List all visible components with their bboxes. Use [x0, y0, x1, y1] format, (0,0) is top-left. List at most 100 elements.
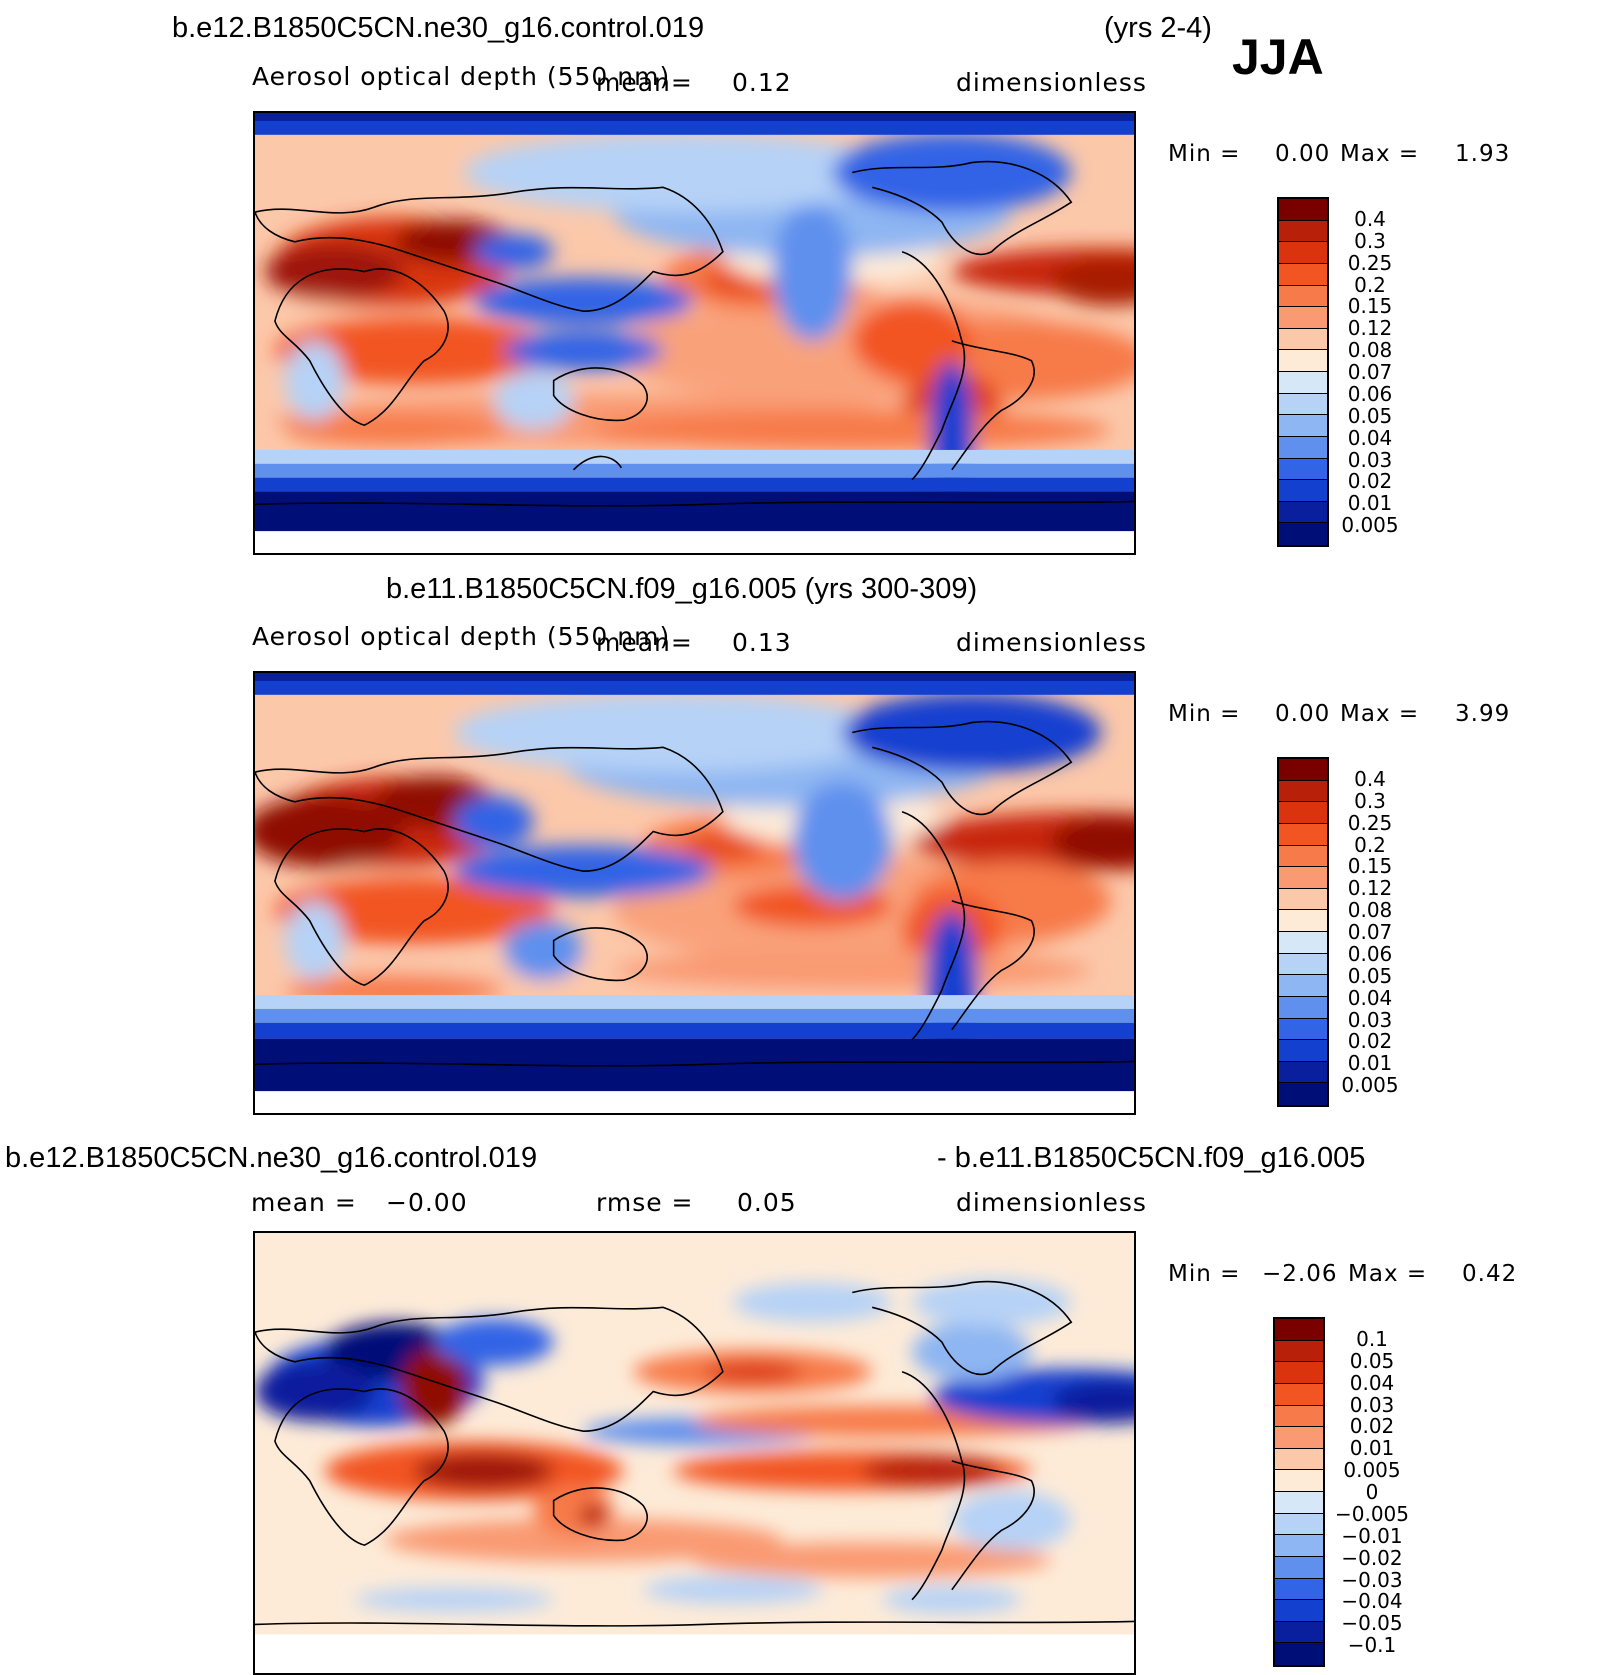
- colorbar-tick-label: 0.06: [1347, 381, 1393, 406]
- panel2-min-label: Min =: [1168, 701, 1241, 727]
- panel2-mean-label: mean=: [596, 628, 693, 657]
- colorbar-tick-label: 0.07: [1347, 360, 1393, 384]
- colorbar-swatch: [1279, 436, 1327, 459]
- colorbar-swatch: [1279, 975, 1327, 997]
- colorbar-swatch: [1275, 1492, 1323, 1514]
- colorbar-tick-label: 0.06: [1347, 941, 1393, 966]
- colorbar-swatch: [1279, 932, 1327, 954]
- colorbar-tick-label: 0: [1365, 1480, 1379, 1504]
- colorbar-swatch: [1279, 220, 1327, 243]
- panel1-min-value: 0.00: [1275, 141, 1331, 167]
- colorbar-tick-label: 0.1: [1356, 1326, 1388, 1351]
- colorbar-swatch: [1275, 1319, 1323, 1341]
- colorbar-tick-label: 0.01: [1347, 1051, 1393, 1076]
- colorbar-tick-label: 0.01: [1347, 491, 1393, 516]
- colorbar-swatch: [1275, 1535, 1323, 1557]
- colorbar-swatch: [1279, 1040, 1327, 1062]
- panel1-header: b.e12.B1850C5CN.ne30_g16.control.019: [172, 12, 705, 44]
- colorbar-swatch: [1279, 953, 1327, 976]
- colorbar-swatch: [1275, 1340, 1323, 1363]
- colorbar-swatch: [1279, 328, 1327, 351]
- colorbar-swatch: [1279, 372, 1327, 394]
- colorbar-tick-label: 0.08: [1347, 898, 1393, 923]
- panel3-colorbar: [1273, 1317, 1325, 1667]
- colorbar-swatch: [1279, 199, 1327, 221]
- panel1-years: (yrs 2-4): [1104, 12, 1212, 44]
- colorbar-tick-label: −0.04: [1341, 1589, 1403, 1614]
- panel3-rmse-value: 0.05: [737, 1188, 797, 1217]
- colorbar-swatch: [1279, 458, 1327, 481]
- panel2-header: b.e11.B1850C5CN.f09_g16.005 (yrs 300-309…: [386, 573, 978, 605]
- panel1-variable: Aerosol optical depth (550 nm): [252, 62, 671, 91]
- colorbar-tick-label: 0.02: [1347, 469, 1393, 494]
- colorbar-tick-label: 0.05: [1347, 963, 1393, 988]
- colorbar-tick-label: 0.05: [1347, 403, 1393, 428]
- colorbar-swatch: [1275, 1643, 1323, 1665]
- colorbar-swatch: [1275, 1578, 1323, 1601]
- colorbar-tick-label: 0.04: [1349, 1370, 1395, 1395]
- colorbar-swatch: [1275, 1513, 1323, 1536]
- colorbar-tick-label: 0.4: [1354, 766, 1386, 791]
- colorbar-swatch: [1279, 1061, 1327, 1084]
- colorbar-swatch: [1279, 285, 1327, 308]
- panel2-variable: Aerosol optical depth (550 nm): [252, 622, 671, 651]
- panel3-colorbar-labels: 0.1 0.05 0.04 0.03 0.02 0.01 0.005 0 −0.005 −0.01…: [1326, 1317, 1418, 1667]
- colorbar-swatch: [1279, 845, 1327, 868]
- colorbar-tick-label: 0.3: [1354, 788, 1386, 813]
- colorbar-swatch: [1275, 1427, 1323, 1449]
- colorbar-swatch: [1279, 780, 1327, 803]
- colorbar-tick-label: −0.005: [1334, 1501, 1409, 1526]
- panel1-max-label: Max =: [1340, 141, 1420, 167]
- colorbar-swatch: [1279, 910, 1327, 932]
- colorbar-swatch: [1275, 1448, 1323, 1471]
- colorbar-swatch: [1279, 759, 1327, 781]
- colorbar-tick-label: 0.03: [1349, 1392, 1395, 1417]
- colorbar-swatch: [1279, 1083, 1327, 1105]
- colorbar-tick-label: 0.01: [1349, 1436, 1395, 1461]
- panel1-mean-label: mean=: [596, 68, 693, 97]
- panel2-mean-value: 0.13: [732, 628, 792, 657]
- colorbar-swatch: [1279, 242, 1327, 264]
- season-label: JJA: [1232, 29, 1324, 85]
- colorbar-tick-label: 0.005: [1341, 513, 1399, 538]
- colorbar-swatch: [1279, 393, 1327, 416]
- panel1-map: [253, 111, 1136, 555]
- colorbar-swatch: [1279, 350, 1327, 372]
- panel3-map: [253, 1231, 1136, 1675]
- colorbar-tick-label: 0.03: [1347, 447, 1393, 472]
- colorbar-tick-label: 0.25: [1347, 250, 1393, 275]
- colorbar-swatch: [1275, 1600, 1323, 1622]
- colorbar-swatch: [1279, 996, 1327, 1019]
- colorbar-tick-label: 0.02: [1347, 1029, 1393, 1054]
- colorbar-tick-label: 0.2: [1354, 832, 1386, 857]
- colorbar-tick-label: −0.02: [1341, 1545, 1403, 1570]
- panel3-min-label: Min =: [1168, 1261, 1241, 1287]
- panel2-units: dimensionless: [956, 628, 1147, 657]
- panel3-mean-value: −0.00: [386, 1188, 468, 1217]
- colorbar-tick-label: 0.05: [1349, 1348, 1395, 1373]
- colorbar-tick-label: −0.05: [1341, 1611, 1403, 1636]
- colorbar-tick-label: 0.15: [1347, 854, 1393, 879]
- colorbar-swatch: [1279, 480, 1327, 502]
- panel2-max-value: 3.99: [1455, 701, 1511, 727]
- colorbar-tick-label: 0.15: [1347, 294, 1393, 319]
- colorbar-swatch: [1279, 823, 1327, 846]
- panel3-units: dimensionless: [956, 1188, 1147, 1217]
- colorbar-tick-label: 0.12: [1347, 316, 1393, 341]
- colorbar-swatch: [1275, 1362, 1323, 1384]
- colorbar-tick-label: 0.12: [1347, 876, 1393, 901]
- colorbar-swatch: [1279, 867, 1327, 889]
- colorbar-tick-label: 0.005: [1343, 1458, 1401, 1483]
- panel2-colorbar: [1277, 757, 1329, 1107]
- colorbar-swatch: [1279, 1018, 1327, 1041]
- panel2-max-label: Max =: [1340, 701, 1420, 727]
- panel3-max-label: Max =: [1348, 1261, 1428, 1287]
- colorbar-swatch: [1279, 501, 1327, 524]
- colorbar-tick-label: 0.25: [1347, 810, 1393, 835]
- panel2-map: [253, 671, 1136, 1115]
- colorbar-tick-label: −0.01: [1341, 1523, 1403, 1548]
- colorbar-tick-label: −0.03: [1341, 1567, 1403, 1592]
- panel3-min-value: −2.06: [1262, 1261, 1338, 1287]
- colorbar-tick-label: 0.04: [1347, 425, 1393, 450]
- colorbar-tick-label: 0.08: [1347, 338, 1393, 363]
